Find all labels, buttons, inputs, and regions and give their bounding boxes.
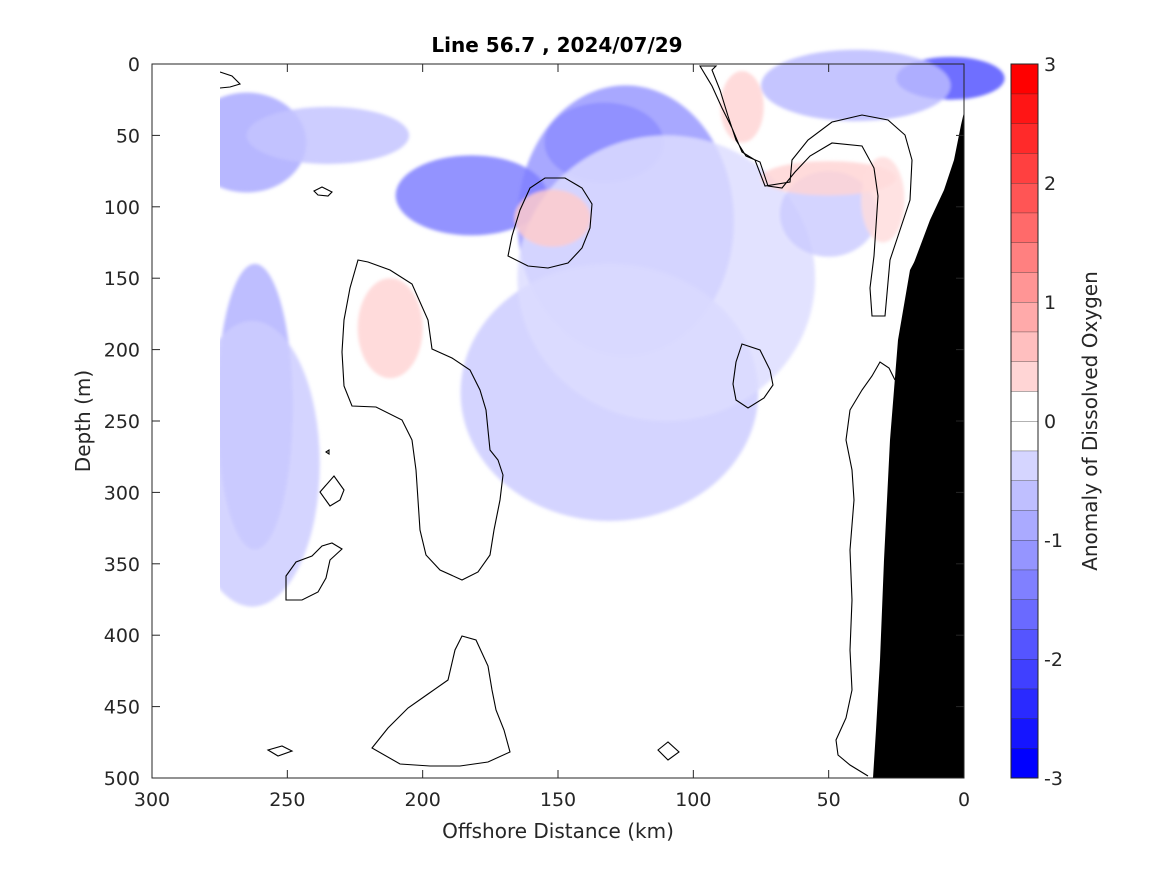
zero-contour-lines <box>219 65 913 777</box>
y-tick-label: 350 <box>104 554 140 576</box>
colorbar-segment <box>1011 599 1038 630</box>
colorbar-segment <box>1011 718 1038 749</box>
chart-title: Line 56.7 , 2024/07/29 <box>431 33 682 57</box>
y-axis: 0 50 100 150 200 250 300 350 400 450 500 <box>104 54 964 790</box>
colorbar-segment <box>1011 153 1038 183</box>
zero-contour <box>319 475 345 507</box>
x-tick-label: 300 <box>134 789 170 811</box>
x-axis-label: Offshore Distance (km) <box>442 819 674 843</box>
anomaly-patch <box>761 49 951 122</box>
x-tick-label: 50 <box>817 789 841 811</box>
zero-contour <box>219 71 242 89</box>
colorbar-segment <box>1011 183 1038 213</box>
no-data-mask <box>153 65 236 778</box>
colorbar <box>1010 63 1039 779</box>
colorbar-tick-label: 1 <box>1044 292 1056 314</box>
colorbar-segment <box>1011 272 1038 302</box>
x-tick-label: 100 <box>675 789 711 811</box>
y-tick-label: 0 <box>128 54 140 76</box>
y-tick-label: 500 <box>104 768 140 790</box>
anomaly-patch <box>514 189 591 247</box>
x-tick-label: 250 <box>269 789 305 811</box>
anomaly-patch <box>357 278 423 379</box>
y-axis-label: Depth (m) <box>71 370 95 472</box>
colorbar-segment <box>1011 450 1038 481</box>
colorbar-segment <box>1011 331 1038 362</box>
x-axis: 300 250 200 150 100 50 0 <box>134 64 970 811</box>
colorbar-segment <box>1011 569 1038 600</box>
y-tick-label: 200 <box>104 340 140 362</box>
anomaly-patch <box>246 106 410 164</box>
zero-contour <box>371 635 511 767</box>
anomaly-patch <box>720 71 764 143</box>
colorbar-segment <box>1011 212 1038 243</box>
y-tick-label: 250 <box>104 411 140 433</box>
y-tick-label: 100 <box>104 197 140 219</box>
colorbar-segment <box>1011 302 1038 332</box>
colorbar-segment <box>1011 510 1038 540</box>
colorbar-tick-label: 2 <box>1044 173 1056 195</box>
x-tick-label: 150 <box>540 789 576 811</box>
y-tick-label: 400 <box>104 625 140 647</box>
zero-contour <box>507 177 593 269</box>
zero-contour <box>285 542 343 601</box>
colorbar-segment <box>1011 421 1038 451</box>
colorbar-tick-label: 3 <box>1044 54 1056 76</box>
colorbar-segment <box>1011 123 1038 154</box>
colorbar-tick-label: -2 <box>1044 649 1063 671</box>
anomaly-patch <box>395 155 548 236</box>
colorbar-label: Anomaly of Dissolved Oxygen <box>1078 271 1102 571</box>
zero-contour <box>266 745 294 757</box>
bathymetry-shelf <box>873 112 964 778</box>
colorbar-segment <box>1011 93 1038 124</box>
zero-contour <box>313 186 333 197</box>
x-tick-label: 0 <box>958 789 970 811</box>
colorbar-segment <box>1011 688 1038 719</box>
colorbar-tick-label: 0 <box>1044 411 1056 433</box>
zero-contour <box>657 741 680 761</box>
y-tick-label: 150 <box>104 268 140 290</box>
colorbar-segment <box>1011 540 1038 570</box>
colorbar-segment <box>1011 64 1038 94</box>
zero-contour <box>699 65 913 317</box>
zero-contour <box>325 448 330 456</box>
colorbar-segment <box>1011 361 1038 392</box>
colorbar-tick-label: -1 <box>1044 530 1063 552</box>
zero-contour <box>835 361 896 777</box>
colorbar-segment <box>1011 748 1038 778</box>
zero-contour <box>341 259 504 581</box>
y-tick-label: 300 <box>104 482 140 504</box>
colorbar-segment <box>1011 391 1038 421</box>
colorbar-segment <box>1011 629 1038 659</box>
y-tick-label: 450 <box>104 697 140 719</box>
y-tick-label: 50 <box>116 125 140 147</box>
colorbar-tick-label: -3 <box>1044 768 1063 790</box>
colorbar-ticks: -3 -2 -1 0 1 2 3 <box>1044 54 1063 790</box>
zero-contour <box>732 343 774 409</box>
bathymetry-slope <box>912 112 964 268</box>
anomaly-patch <box>861 156 905 243</box>
colorbar-segment <box>1011 480 1038 511</box>
colorbar-segment <box>1011 659 1038 689</box>
colorbar-frame <box>1010 63 1039 779</box>
colorbar-segment <box>1011 242 1038 273</box>
x-tick-label: 200 <box>405 789 441 811</box>
